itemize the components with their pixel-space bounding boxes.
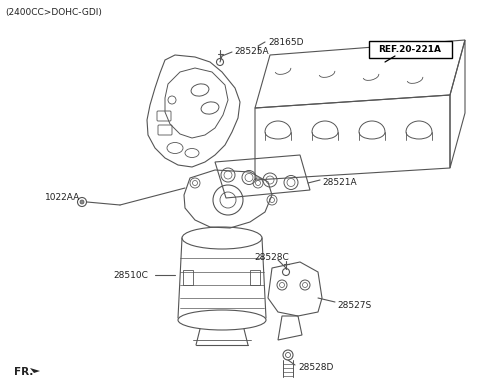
Polygon shape: [30, 368, 40, 373]
Circle shape: [80, 200, 84, 204]
Text: FR.: FR.: [14, 367, 34, 377]
Text: 28527S: 28527S: [337, 300, 371, 310]
Text: REF.20-221A: REF.20-221A: [379, 44, 442, 54]
Text: (2400CC>DOHC-GDI): (2400CC>DOHC-GDI): [5, 7, 102, 16]
Text: 28528C: 28528C: [254, 252, 289, 261]
FancyBboxPatch shape: [369, 40, 452, 58]
Text: 28165D: 28165D: [268, 37, 303, 47]
Text: 1022AA: 1022AA: [45, 193, 80, 202]
Text: 28510C: 28510C: [113, 270, 148, 280]
Text: 28521A: 28521A: [322, 177, 357, 186]
Text: 28525A: 28525A: [234, 47, 269, 56]
Text: 28528D: 28528D: [298, 363, 334, 373]
